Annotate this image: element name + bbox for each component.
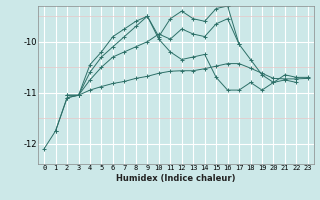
X-axis label: Humidex (Indice chaleur): Humidex (Indice chaleur) (116, 174, 236, 183)
